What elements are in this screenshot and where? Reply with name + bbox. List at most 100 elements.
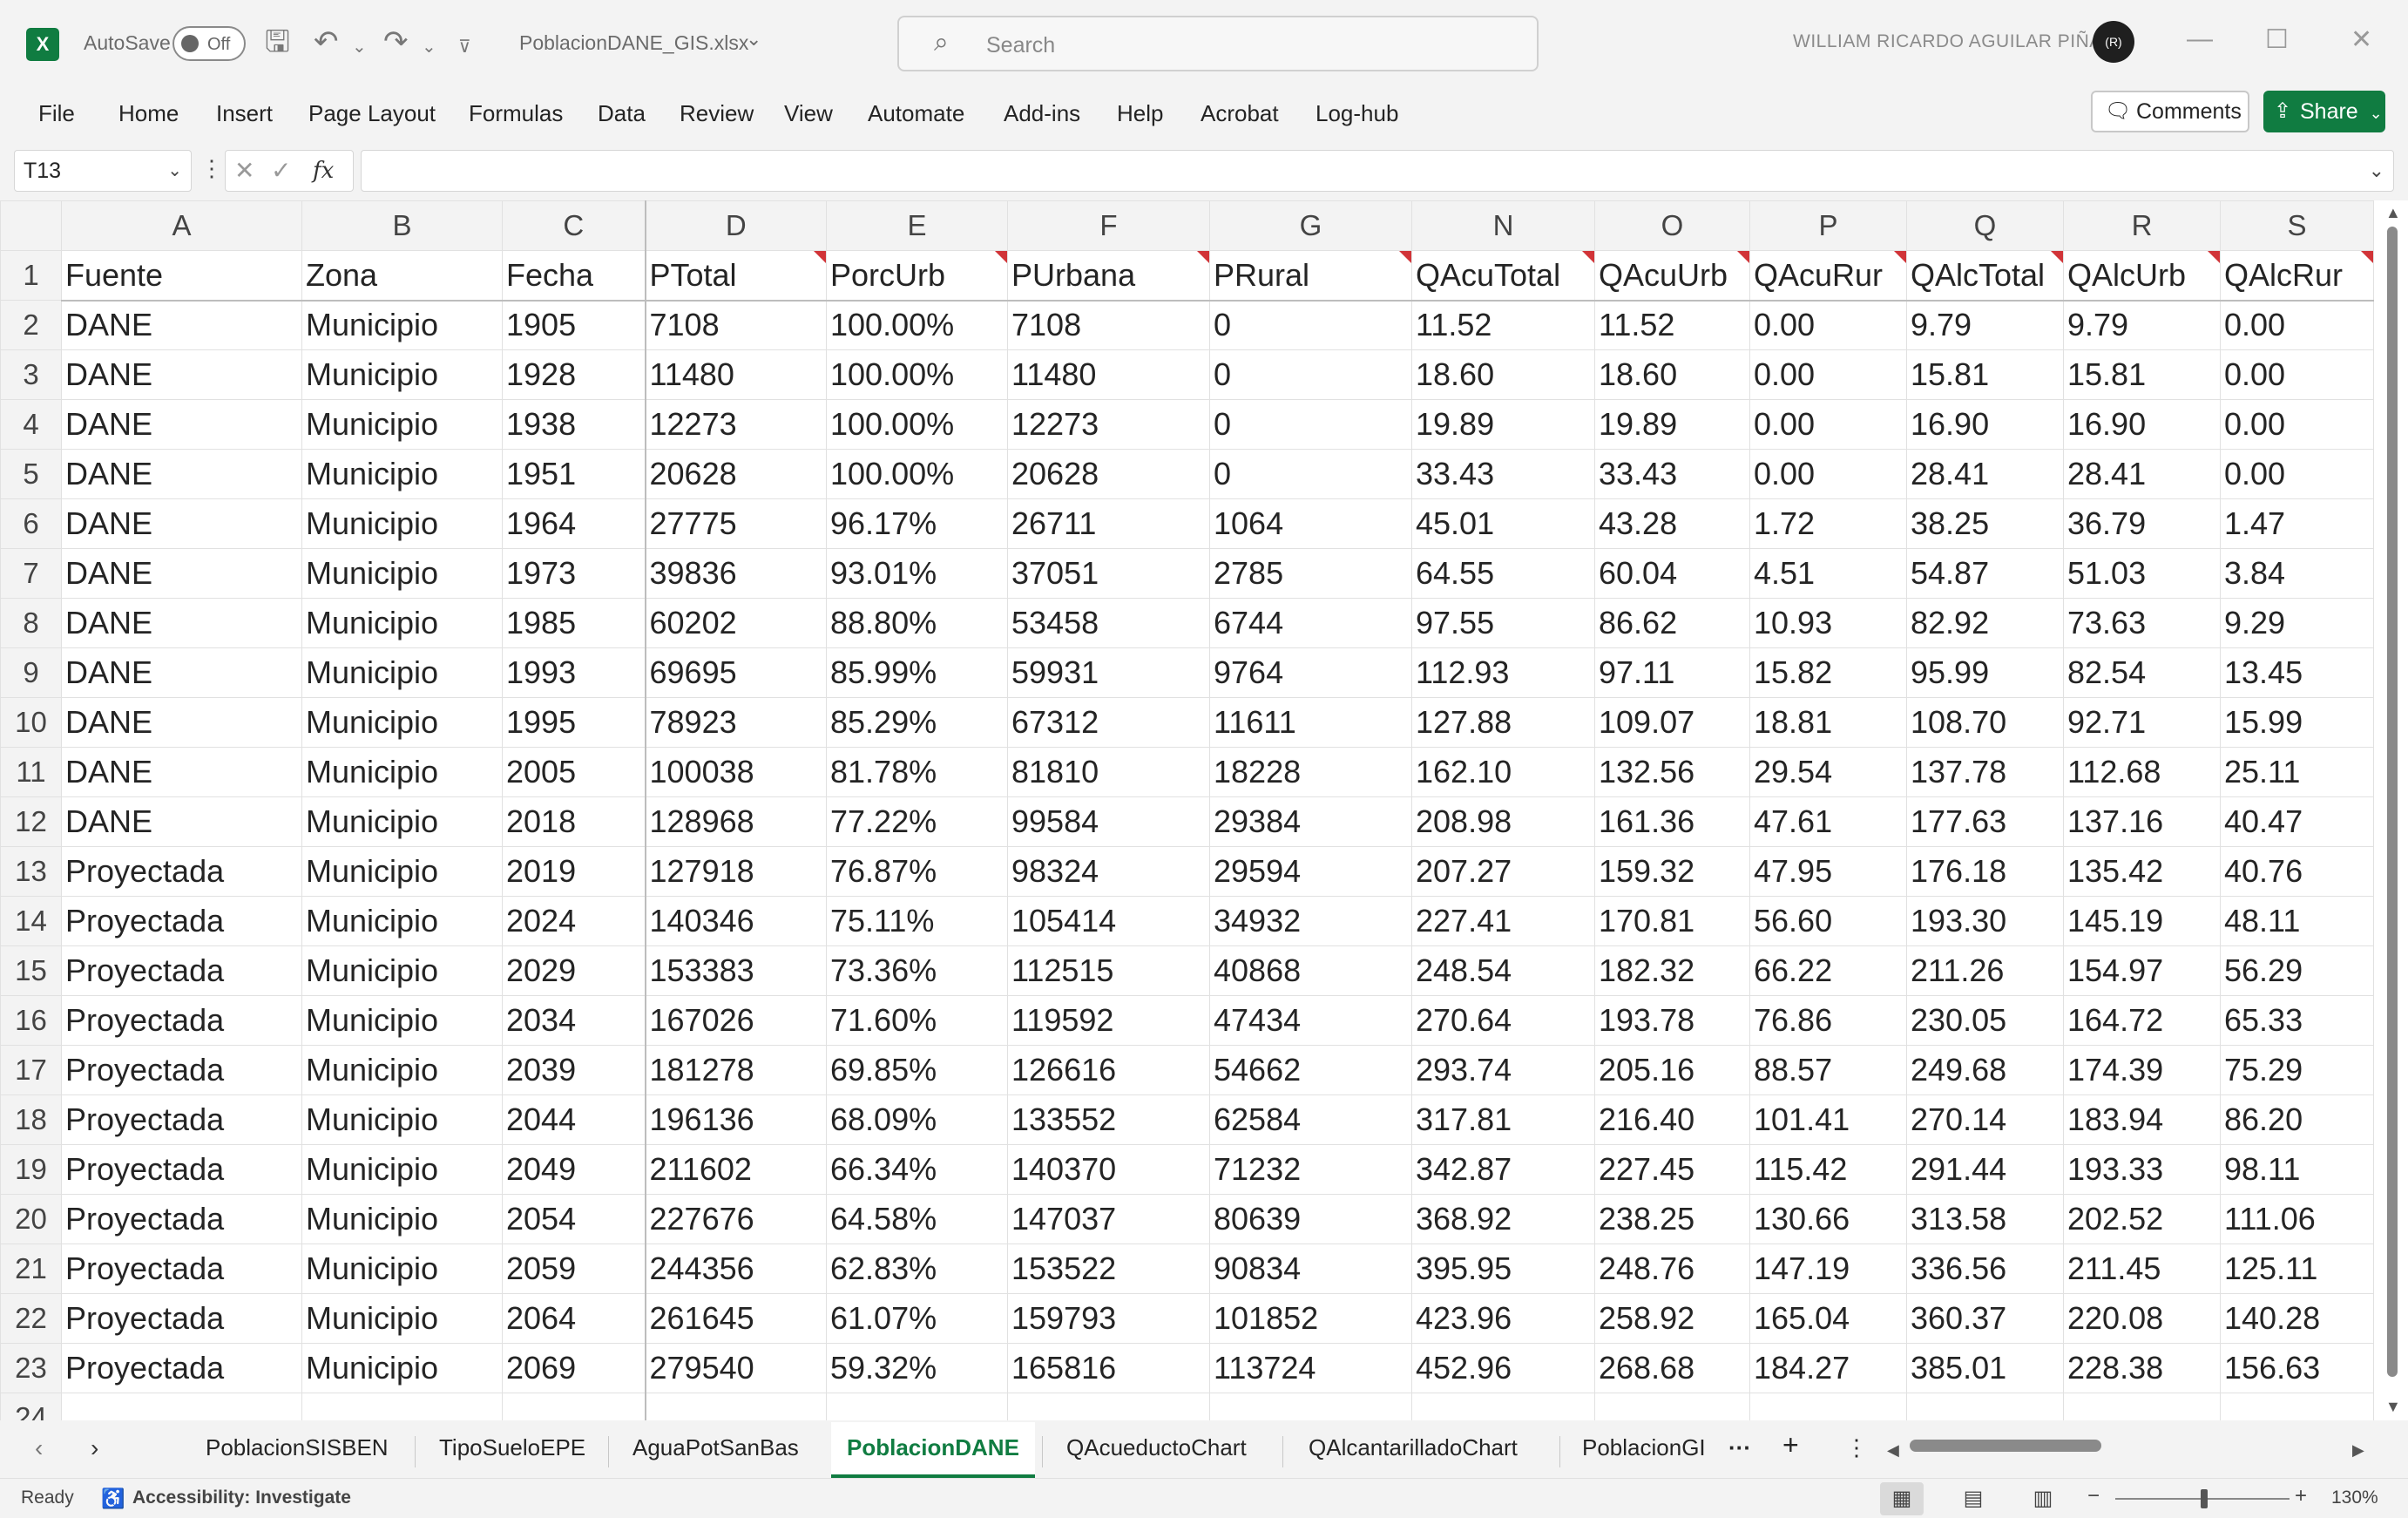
table-cell[interactable]: 193.78 — [1594, 995, 1750, 1046]
table-cell[interactable]: 69695 — [645, 647, 827, 698]
table-cell[interactable]: 2069 — [502, 1343, 646, 1393]
table-cell[interactable]: 40.47 — [2220, 796, 2374, 847]
table-cell[interactable]: 98.11 — [2220, 1144, 2374, 1195]
column-header-q[interactable]: Q — [1906, 200, 2064, 251]
table-cell[interactable]: 0.00 — [1749, 349, 1907, 400]
table-cell[interactable]: 80639 — [1209, 1194, 1412, 1244]
table-cell[interactable]: 19.89 — [1594, 399, 1750, 450]
table-cell[interactable]: 76.87% — [826, 846, 1008, 897]
table-cell[interactable]: 12273 — [1007, 399, 1210, 450]
column-header-p[interactable]: P — [1749, 200, 1907, 251]
table-cell[interactable]: 112515 — [1007, 945, 1210, 996]
table-cell[interactable]: 112.68 — [2063, 747, 2221, 797]
table-cell[interactable]: 132.56 — [1594, 747, 1750, 797]
table-cell[interactable]: 99584 — [1007, 796, 1210, 847]
table-cell[interactable]: Municipio — [301, 548, 503, 599]
table-cell[interactable]: DANE — [61, 647, 302, 698]
table-cell[interactable]: 43.28 — [1594, 498, 1750, 549]
table-cell[interactable]: 86.20 — [2220, 1094, 2374, 1145]
minimize-icon[interactable]: — — [2187, 24, 2213, 53]
table-cell[interactable]: 4.51 — [1749, 548, 1907, 599]
menu-add-ins[interactable]: Add-ins — [1004, 100, 1081, 126]
table-cell[interactable]: 368.92 — [1411, 1194, 1595, 1244]
table-cell[interactable]: 423.96 — [1411, 1293, 1595, 1344]
table-cell[interactable]: 67312 — [1007, 697, 1210, 748]
table-cell[interactable]: 140370 — [1007, 1144, 1210, 1195]
table-cell[interactable]: 2029 — [502, 945, 646, 996]
table-cell[interactable]: 81.78% — [826, 747, 1008, 797]
menu-review[interactable]: Review — [680, 100, 754, 126]
table-cell[interactable]: 85.29% — [826, 697, 1008, 748]
zoom-out-icon[interactable]: − — [2087, 1484, 2100, 1508]
table-cell[interactable]: 20628 — [1007, 449, 1210, 499]
menu-formulas[interactable]: Formulas — [469, 100, 564, 126]
table-cell[interactable]: 153522 — [1007, 1244, 1210, 1294]
header-cell[interactable]: Fecha — [502, 250, 646, 302]
table-cell[interactable]: Municipio — [301, 945, 503, 996]
table-cell[interactable]: 48.11 — [2220, 896, 2374, 946]
table-cell[interactable]: 86.62 — [1594, 598, 1750, 648]
undo-dropdown-icon[interactable]: ⌄ — [352, 37, 367, 57]
table-cell[interactable]: 279540 — [645, 1343, 827, 1393]
table-cell[interactable]: 11.52 — [1594, 300, 1750, 350]
table-cell[interactable] — [502, 1393, 646, 1420]
menu-file[interactable]: File — [38, 100, 75, 126]
table-cell[interactable]: 15.81 — [1906, 349, 2064, 400]
table-cell[interactable]: 137.78 — [1906, 747, 2064, 797]
table-cell[interactable]: 61.07% — [826, 1293, 1008, 1344]
table-cell[interactable]: 268.68 — [1594, 1343, 1750, 1393]
table-cell[interactable]: 159.32 — [1594, 846, 1750, 897]
tab-poblaciondane[interactable]: PoblacionDANE — [831, 1422, 1035, 1478]
table-cell[interactable]: Municipio — [301, 349, 503, 400]
table-cell[interactable]: 28.41 — [1906, 449, 2064, 499]
table-cell[interactable]: 147.19 — [1749, 1244, 1907, 1294]
column-header-a[interactable]: A — [61, 200, 302, 251]
table-cell[interactable] — [2063, 1393, 2221, 1420]
table-cell[interactable]: DANE — [61, 598, 302, 648]
table-cell[interactable]: 207.27 — [1411, 846, 1595, 897]
table-cell[interactable]: 65.33 — [2220, 995, 2374, 1046]
table-cell[interactable]: 1.72 — [1749, 498, 1907, 549]
table-cell[interactable]: 62.83% — [826, 1244, 1008, 1294]
scroll-left-icon[interactable]: ◀ — [1887, 1441, 1899, 1459]
table-cell[interactable]: 18.60 — [1594, 349, 1750, 400]
column-header-c[interactable]: C — [502, 200, 646, 251]
table-cell[interactable]: 140346 — [645, 896, 827, 946]
header-cell[interactable]: PTotal — [645, 250, 827, 302]
table-cell[interactable]: 130.66 — [1749, 1194, 1907, 1244]
table-cell[interactable]: 45.01 — [1411, 498, 1595, 549]
table-cell[interactable] — [1411, 1393, 1595, 1420]
table-cell[interactable]: Proyectada — [61, 1094, 302, 1145]
table-cell[interactable]: 183.94 — [2063, 1094, 2221, 1145]
table-cell[interactable]: 109.07 — [1594, 697, 1750, 748]
table-cell[interactable]: 53458 — [1007, 598, 1210, 648]
table-cell[interactable]: 97.55 — [1411, 598, 1595, 648]
next-sheet-icon[interactable]: › — [91, 1434, 99, 1461]
table-cell[interactable]: 1993 — [502, 647, 646, 698]
table-cell[interactable]: 11.52 — [1411, 300, 1595, 350]
table-cell[interactable]: 82.54 — [2063, 647, 2221, 698]
header-cell[interactable]: QAcuUrb — [1594, 250, 1750, 302]
table-cell[interactable]: Municipio — [301, 697, 503, 748]
table-cell[interactable]: 56.60 — [1749, 896, 1907, 946]
table-cell[interactable]: 0.00 — [1749, 300, 1907, 350]
table-cell[interactable]: Municipio — [301, 796, 503, 847]
row-header[interactable]: 5 — [0, 449, 62, 499]
vertical-scroll-thumb[interactable] — [2387, 227, 2398, 1377]
table-cell[interactable]: Municipio — [301, 896, 503, 946]
row-header[interactable]: 1 — [0, 250, 62, 301]
table-cell[interactable]: 165.04 — [1749, 1293, 1907, 1344]
table-cell[interactable]: 10.93 — [1749, 598, 1907, 648]
table-cell[interactable]: 93.01% — [826, 548, 1008, 599]
row-header[interactable]: 20 — [0, 1194, 62, 1244]
table-cell[interactable]: Municipio — [301, 1144, 503, 1195]
table-cell[interactable] — [1906, 1393, 2064, 1420]
table-cell[interactable]: 145.19 — [2063, 896, 2221, 946]
table-cell[interactable]: 2044 — [502, 1094, 646, 1145]
table-cell[interactable]: Proyectada — [61, 1244, 302, 1294]
table-cell[interactable]: 26711 — [1007, 498, 1210, 549]
table-cell[interactable]: 71232 — [1209, 1144, 1412, 1195]
menu-insert[interactable]: Insert — [216, 100, 274, 126]
expand-formula-icon[interactable]: ⌄ — [2368, 159, 2384, 181]
table-cell[interactable]: 2024 — [502, 896, 646, 946]
